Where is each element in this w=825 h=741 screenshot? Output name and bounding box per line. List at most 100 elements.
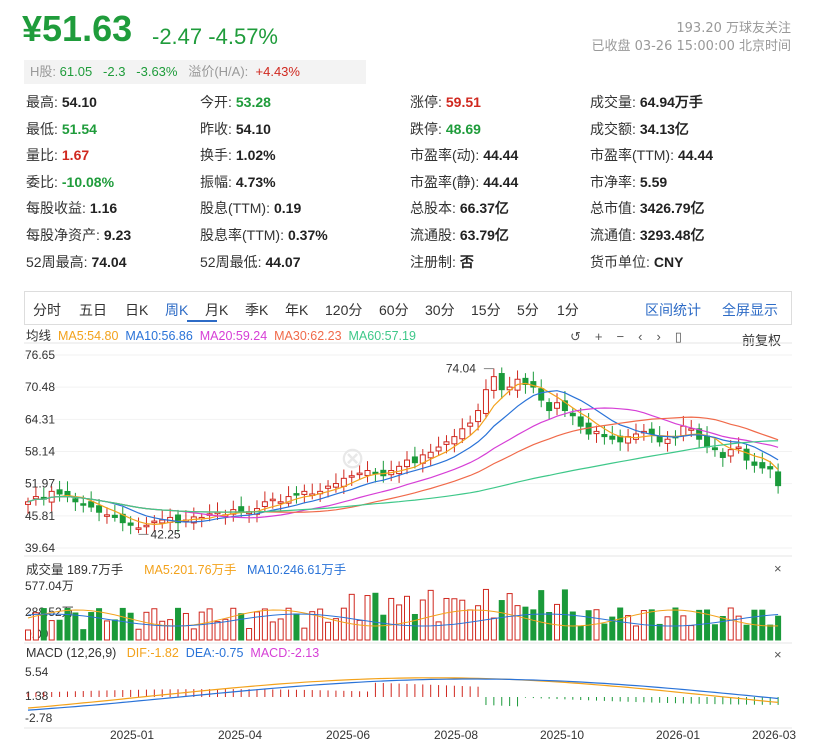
ma5-legend: MA5:54.80 [57,329,119,343]
candle-body [561,400,568,412]
stat-item: 流通股: 63.79亿 [410,225,509,245]
candle-body [238,506,245,513]
zoom-in-icon[interactable]: + [594,329,617,344]
h-share-change: -2.3 [103,64,126,79]
volume-bar [435,621,442,641]
price-change: -2.47 -4.57% [152,24,278,50]
stat-label: 振幅: [200,173,232,190]
volume-bar [451,598,458,641]
candle-body [159,519,166,524]
tab-period[interactable]: 周K [165,302,189,318]
volume-bar [72,612,79,641]
h-share-box[interactable]: H股: 61.05 -2.3 -3.63% 溢价(H/A): +4.43% [24,60,366,84]
reset-icon[interactable]: ↺ [570,329,595,344]
tab-period[interactable]: 30分 [425,302,455,318]
change-amount: -2.47 [152,24,203,49]
stat-value: 0.19 [273,200,302,217]
candle-body [261,501,268,507]
volume-ma5-legend: MA5:201.76万手 [144,563,237,577]
stats-row: 量比: 1.67 换手: 1.02% 市盈率(动): 44.44 市盈率(TTM): 44.4… [26,145,806,172]
candle-body [175,514,182,524]
tab-period[interactable]: 60分 [379,302,409,318]
tab-period[interactable]: 120分 [325,302,363,318]
adjust-dropdown[interactable]: 前复权 [742,333,782,348]
tab-period[interactable]: 年K [285,302,309,318]
stat-value: 44.44 [483,173,519,190]
stat-item: 涨停: 59.51 [410,92,481,112]
ma-legend: 均线 MA5:54.80 MA10:56.86 MA20:59.24 MA30:… [26,325,416,344]
candle-body [601,434,608,438]
stat-label: 总市值: [590,200,636,217]
stat-label: 跌停: [410,120,442,137]
volume-bar [230,607,237,641]
tab-period[interactable]: 月K [205,302,229,318]
volume-bar [601,623,608,641]
tab-period[interactable]: 15分 [471,302,501,318]
stat-label: 股息率(TTM): [200,226,284,243]
candle-body [269,498,276,502]
volume-bar [404,595,410,641]
volume-bar [56,619,63,641]
volume-bar [688,625,695,641]
stat-label: 昨收: [200,120,232,137]
tab-period[interactable]: 季K [245,302,269,318]
stat-value: 1.16 [89,200,118,217]
candle-body [459,428,466,440]
fullscreen-link[interactable]: 全屏显示 [722,302,778,318]
last-price: ¥51.63 [22,8,133,49]
volume-bar [609,616,616,641]
stat-label: 流通股: [410,226,456,243]
volume-bar [538,590,545,641]
followers-count[interactable]: 193.20 万球友关注 [676,21,791,36]
stat-value: 53.28 [235,94,271,110]
tab-period[interactable]: 1分 [557,302,579,318]
volume-bar [277,618,284,641]
stats-row: 最低: 51.54 昨收: 54.10 跌停: 48.69 成交额: 34.13亿 [26,119,806,146]
range-stats-link[interactable]: 区间统计 [645,302,701,318]
h-share-percent: -3.63% [136,64,178,79]
candle-style-icon[interactable]: ▯ [674,329,696,344]
volume-bar [388,597,395,641]
candle-body [538,388,545,401]
pan-left-icon[interactable]: ‹ [638,329,657,344]
stat-label: 股息(TTM): [200,200,270,217]
zoom-out-icon[interactable]: − [616,329,639,344]
candle-body [103,514,110,517]
stat-label: 市净率: [590,173,636,190]
tab-period[interactable]: 分时 [33,302,61,318]
stat-label: 流通值: [590,226,636,243]
close-volume-icon[interactable]: × [774,561,782,576]
volume-bar [656,623,663,641]
stat-item: 货币单位: CNY [590,252,683,272]
tab-period[interactable]: 五日 [79,302,107,318]
candle-body [577,416,584,427]
close-macd-icon[interactable]: × [774,647,782,662]
pan-right-icon[interactable]: › [656,329,675,344]
price-tick-label: 76.65 [25,348,55,362]
stat-item: 52周最高: 74.04 [26,252,127,272]
tab-period[interactable]: 日K [125,302,149,318]
candle-body [293,493,300,496]
volume-bar [593,609,600,641]
candle-body [704,435,711,448]
candle-body [664,438,671,444]
candle-body [56,489,63,495]
ma5-line [27,382,779,526]
stat-item: 成交量: 64.94万手 [590,92,703,112]
volume-bar [530,609,537,641]
candle-body [593,430,600,435]
candle-body [332,483,339,488]
candle-body [498,373,505,391]
volume-bar [64,607,71,641]
candle-body [656,435,663,443]
stat-label: 最低: [26,120,58,137]
stat-value: 44.44 [677,147,714,164]
volume-bar [301,627,308,641]
volume-bar [96,608,103,641]
volume-bar [364,595,371,641]
volume-bar [103,620,110,641]
candle-body [404,459,410,468]
stat-label: 市盈率(TTM): [590,147,674,164]
tab-period[interactable]: 5分 [517,302,539,318]
